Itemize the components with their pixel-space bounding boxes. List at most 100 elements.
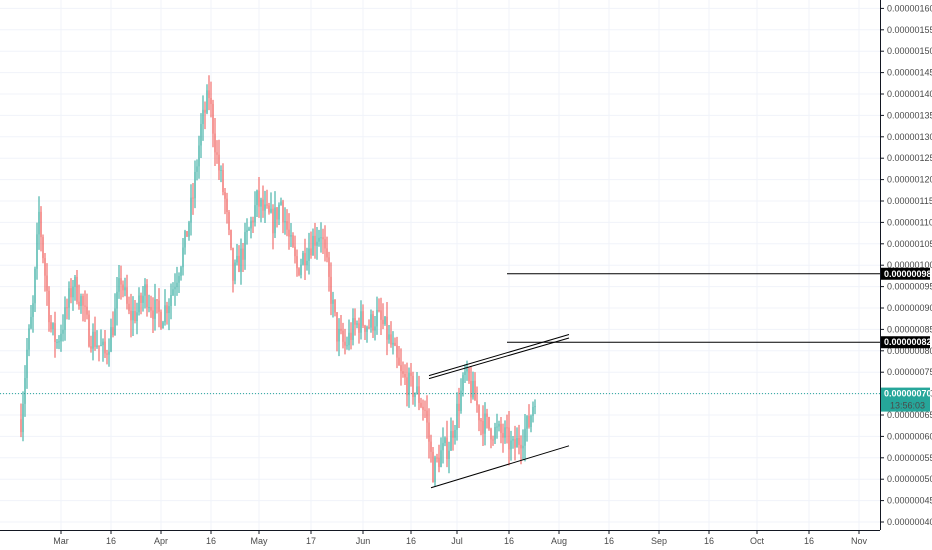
y-tick-label: 0.00000135: [887, 110, 932, 120]
candle-up: [116, 291, 118, 309]
candle-up: [170, 295, 172, 307]
candle-up: [58, 341, 60, 343]
candle-down: [238, 255, 240, 272]
candle-down: [492, 439, 494, 441]
candle-down: [134, 311, 136, 322]
x-tick-label: 16: [206, 536, 216, 546]
candle-up: [270, 208, 272, 213]
candle-down: [94, 331, 96, 347]
candle-down: [412, 375, 414, 398]
candle-down: [20, 419, 22, 433]
x-tick-label: 16: [604, 536, 614, 546]
candle-up: [376, 310, 378, 327]
candle-down: [44, 258, 46, 276]
candle-down: [452, 431, 454, 438]
price-labels: 0.00000098 0.00000082 0.00000070 13:56:03: [881, 267, 932, 412]
time-axis[interactable]: Mar 16 Apr 16 May 17 Jun 16 Jul 16 Aug 16 Sep 16 Oct 16…: [53, 530, 867, 546]
candle-up: [448, 450, 450, 459]
candle-down: [226, 198, 228, 212]
candle-up: [236, 255, 238, 263]
candle-up: [194, 171, 196, 199]
y-tick-label: 0.00000050: [887, 474, 932, 484]
candle-down: [106, 353, 108, 355]
candle-down: [378, 310, 380, 312]
candle-down: [86, 306, 88, 315]
y-tick-label: 0.00000080: [887, 346, 932, 356]
candle-up: [100, 345, 102, 347]
candle-down: [230, 229, 232, 248]
candle-up: [370, 314, 372, 328]
candle-down: [476, 400, 478, 406]
candle-down: [422, 406, 424, 410]
candle-down: [156, 299, 158, 301]
candle-down: [482, 420, 484, 434]
candle-up: [180, 267, 182, 276]
candle-up: [198, 145, 200, 167]
candle-down: [216, 152, 218, 155]
candle-up: [36, 234, 38, 269]
candle-up: [316, 241, 318, 246]
candle-up: [240, 248, 242, 272]
y-tick-label: 0.00000060: [887, 431, 932, 441]
candle-up: [248, 228, 250, 231]
candle-up: [496, 426, 498, 428]
candle-up: [460, 390, 462, 411]
candle-down: [42, 237, 44, 259]
candle-down: [474, 380, 476, 401]
candle-up: [256, 190, 258, 206]
candle-down: [268, 205, 270, 213]
candle-down: [90, 346, 92, 349]
candle-down: [258, 190, 260, 207]
candle-up: [532, 406, 534, 416]
candle-up: [320, 237, 322, 239]
candle-down: [430, 441, 432, 452]
candle-down: [128, 303, 130, 311]
candle-down: [490, 428, 492, 440]
candle-down: [404, 374, 406, 378]
candle-up: [142, 295, 144, 303]
candle-up: [138, 295, 140, 313]
candle-up: [174, 287, 176, 290]
candle-down: [166, 305, 168, 314]
y-tick-label: 0.00000120: [887, 175, 932, 185]
candle-down: [78, 301, 80, 306]
y-tick-label: 0.00000105: [887, 239, 932, 249]
level-price-label: 0.00000082: [884, 337, 932, 347]
y-tick-label: 0.00000130: [887, 132, 932, 142]
candle-up: [308, 248, 310, 261]
candle-down: [508, 427, 510, 450]
candle-up: [300, 264, 302, 275]
candle-down: [480, 420, 482, 422]
price-axis[interactable]: 0.00000040 0.00000045 0.00000050 0.00000055…: [880, 3, 932, 527]
candle-up: [526, 416, 528, 429]
candle-down: [342, 330, 344, 342]
y-tick-label: 0.00000125: [887, 153, 932, 163]
y-tick-label: 0.00000115: [887, 196, 932, 206]
candle-down: [212, 103, 214, 134]
x-tick-label: 17: [306, 536, 316, 546]
candle-down: [382, 319, 384, 325]
candle-up: [348, 332, 350, 346]
candle-down: [272, 208, 274, 234]
candle-down: [406, 377, 408, 396]
candle-down: [288, 229, 290, 237]
x-tick-label: Aug: [551, 536, 567, 546]
candle-up: [374, 326, 376, 331]
candle-up: [250, 220, 252, 229]
candle-down: [40, 211, 42, 238]
candle-down: [438, 457, 440, 468]
candle-down: [330, 276, 332, 304]
candle-down: [262, 199, 264, 211]
candle-up: [114, 308, 116, 336]
candle-up: [188, 222, 190, 237]
candle-down: [418, 386, 420, 403]
candle-up: [60, 333, 62, 342]
candle-up: [182, 247, 184, 268]
candle-up: [450, 431, 452, 451]
candle-down: [232, 247, 234, 281]
x-tick-label: 16: [106, 536, 116, 546]
level-price-label: 0.00000098: [884, 269, 932, 279]
candle-down: [420, 402, 422, 407]
y-tick-label: 0.00000065: [887, 410, 932, 420]
